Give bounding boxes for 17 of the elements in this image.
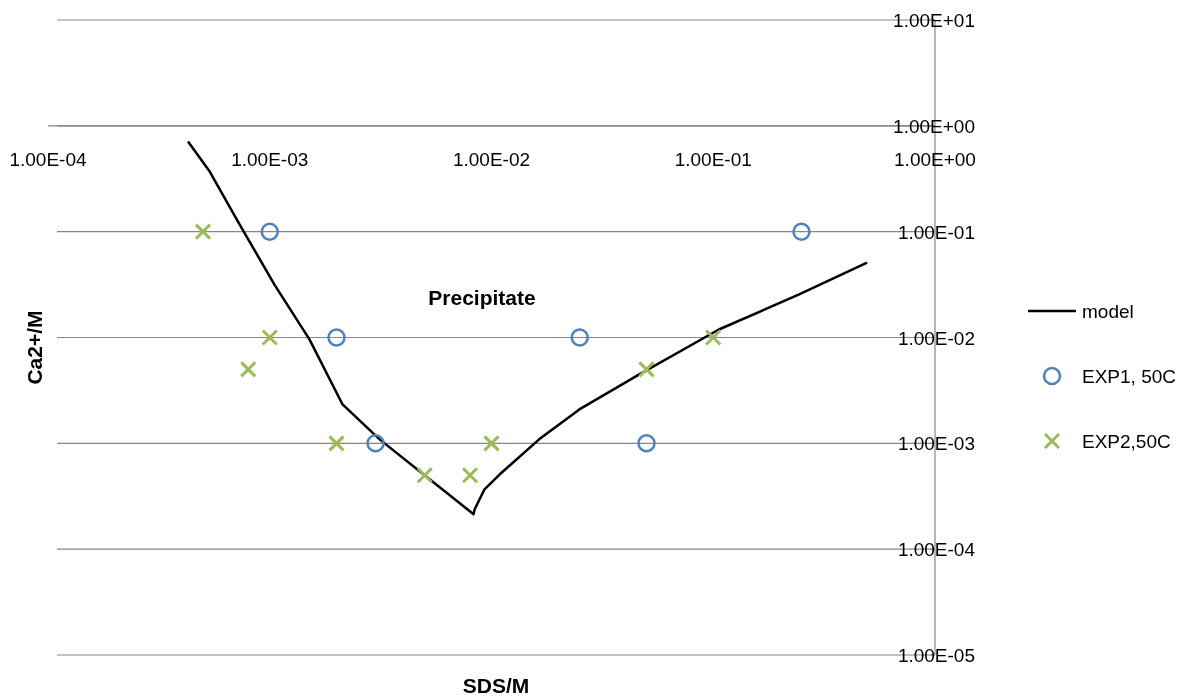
- legend-label: model: [1082, 301, 1134, 322]
- y-tick-label: 1.00E-04: [897, 539, 976, 561]
- y-tick-label: 1.00E+00: [893, 115, 975, 137]
- x-tick-label: 1.00E-02: [452, 148, 531, 170]
- y-tick-label: 1.00E-01: [897, 221, 975, 243]
- x-tick-label: 1.00E-04: [9, 148, 87, 170]
- legend-label: EXP2,50C: [1082, 431, 1171, 452]
- x-tick-label: 1.00E-03: [231, 148, 309, 170]
- legend-label: EXP1, 50C: [1082, 366, 1176, 387]
- x-axis-title: SDS/M: [462, 674, 530, 697]
- y-tick-label: 1.00E+01: [893, 10, 975, 31]
- y-tick-label: 1.00E-03: [897, 433, 975, 455]
- y-tick-label: 1.00E-05: [897, 645, 975, 666]
- y-axis-title: Ca2+/M: [23, 310, 46, 385]
- y-tick-label: 1.00E-02: [897, 327, 975, 349]
- x-tick-label: 1.00E-01: [674, 148, 752, 170]
- annotation: Precipitate: [428, 286, 536, 309]
